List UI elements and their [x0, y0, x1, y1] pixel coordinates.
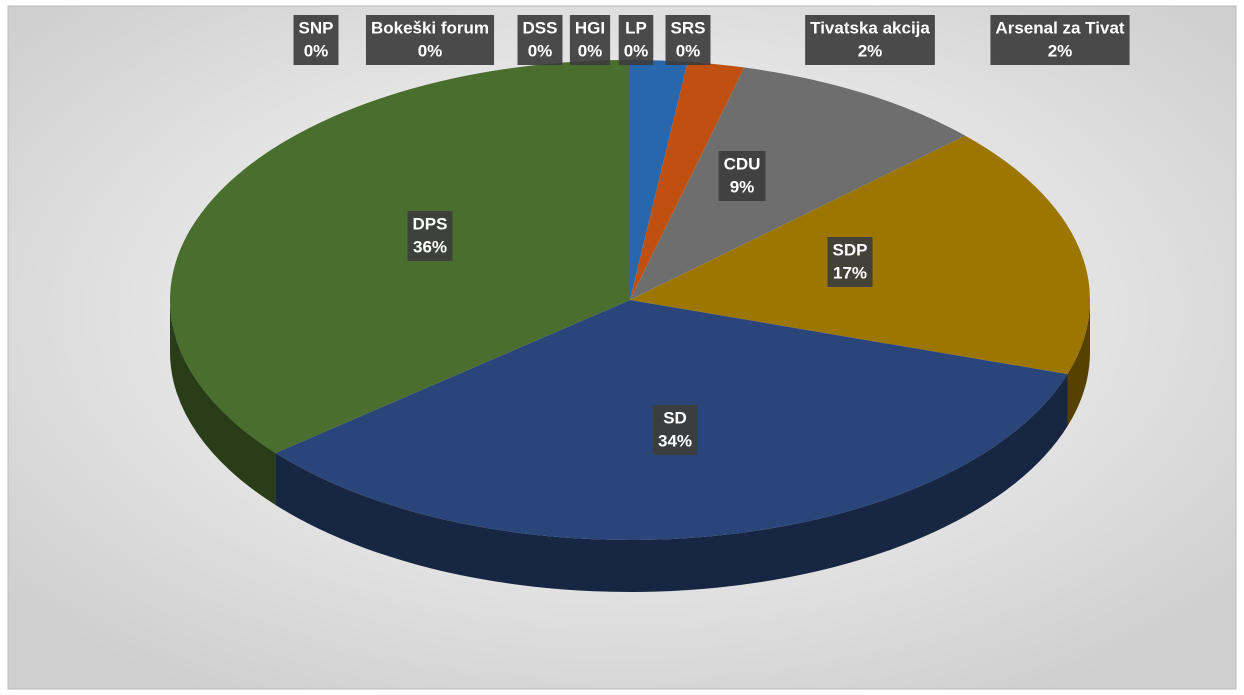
data-label-name: SRS: [671, 18, 706, 37]
data-label-box: [365, 15, 495, 65]
data-label-box: [517, 15, 563, 65]
data-label-value: 2%: [1048, 41, 1073, 60]
data-label-name: HGI: [575, 18, 605, 37]
data-label-value: 0%: [528, 41, 553, 60]
data-label-box: [718, 151, 766, 201]
data-label-value: 0%: [418, 41, 443, 60]
data-label-value: 36%: [413, 237, 447, 256]
data-label-box: [990, 15, 1130, 65]
data-label-name: Tivatska akcija: [810, 18, 930, 37]
data-label-box: [569, 15, 611, 65]
pie-slice: [630, 61, 745, 300]
data-label-name: DPS: [413, 214, 448, 233]
data-label-box: [618, 15, 654, 65]
pie-side: [1067, 300, 1090, 427]
data-label-value: 0%: [624, 41, 649, 60]
data-label-name: SD: [663, 408, 687, 427]
pie-side: [170, 300, 276, 505]
data-label-box: [665, 15, 711, 65]
data-label-name: SNP: [299, 18, 334, 37]
data-label-name: CDU: [724, 154, 761, 173]
data-label-value: 0%: [676, 41, 701, 60]
pie-slice: [630, 60, 688, 300]
pie-side: [275, 374, 1068, 592]
data-label-name: DSS: [523, 18, 558, 37]
data-label-box: [827, 237, 873, 287]
data-label-value: 2%: [858, 41, 883, 60]
data-label-box: [805, 15, 935, 65]
data-label-box: [407, 211, 453, 261]
data-label-name: LP: [625, 18, 647, 37]
data-label-name: Bokeški forum: [371, 18, 489, 37]
data-label-name: Arsenal za Tivat: [995, 18, 1124, 37]
data-label-name: SDP: [833, 240, 868, 259]
data-label-value: 0%: [578, 41, 603, 60]
pie-slice: [630, 67, 966, 300]
data-label-box: [652, 405, 698, 455]
data-label-value: 0%: [304, 41, 329, 60]
data-label-value: 34%: [658, 431, 692, 450]
data-label-value: 9%: [730, 177, 755, 196]
data-label-value: 17%: [833, 263, 867, 282]
data-label-box: [293, 15, 339, 65]
pie-slice: [169, 59, 630, 453]
